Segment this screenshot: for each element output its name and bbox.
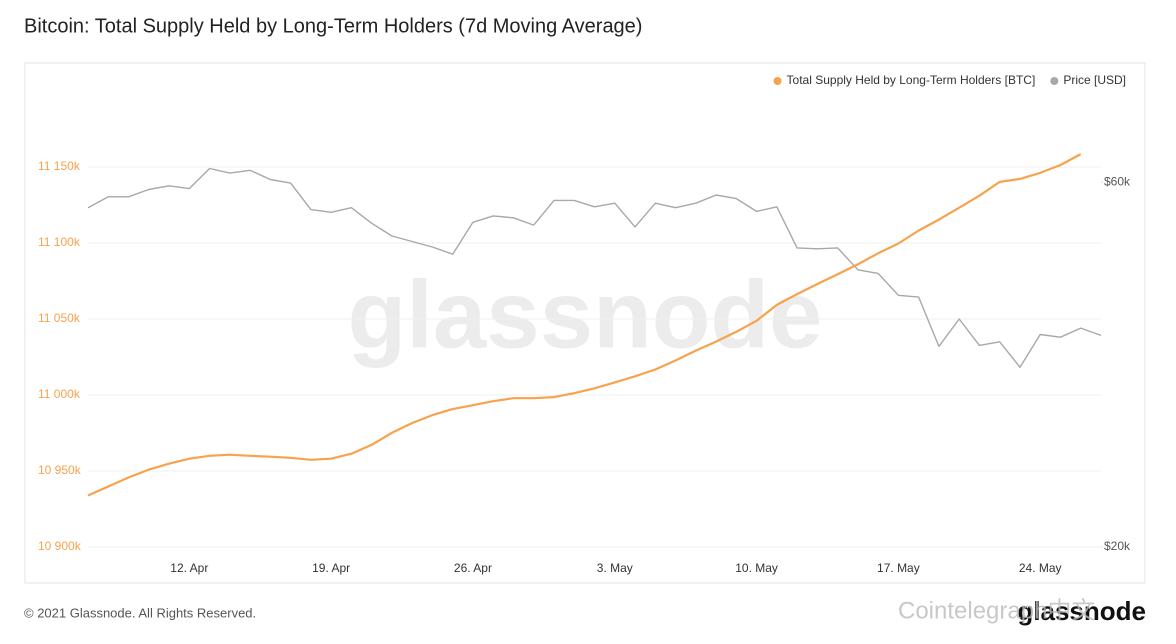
plot: 10 900k 10 950k 11 000k 11 050k 11 100k 11 15… [38, 73, 1131, 575]
footer: © 2021 Glassnode. All Rights Reserved. [24, 605, 256, 620]
x-tick-label: 17. May [877, 561, 920, 575]
y-tick-label: 11 000k [38, 387, 81, 401]
y2-tick-label: $20k [1104, 539, 1131, 553]
y-tick-label: 11 100k [38, 235, 81, 249]
logo: glassnode [1017, 596, 1146, 626]
title: Bitcoin: Total Supply Held by Long-Term … [24, 15, 642, 37]
overlay-watermark: Cointelegraph中文 [898, 597, 1095, 624]
x-tick-label: 19. Apr [312, 561, 350, 575]
series-line [87, 167, 1102, 368]
x-tick-label: 24. May [1019, 561, 1062, 575]
legend-swatch [773, 77, 782, 85]
y-tick-label: 11 050k [38, 311, 81, 325]
y2-tick-label: $60k [1104, 174, 1131, 188]
watermark: glassnode [348, 261, 823, 368]
y-tick-label: 10 950k [38, 463, 82, 477]
y-tick-label: 10 900k [38, 539, 82, 553]
x-tick-label: 26. Apr [454, 561, 492, 575]
series-line [87, 153, 1082, 497]
x-tick-label: 10. May [735, 561, 778, 575]
chart-frame [24, 62, 1146, 584]
legend-label: Price [USD] [1063, 73, 1126, 87]
y-tick-label: 11 150k [38, 159, 81, 173]
x-tick-label: 12. Apr [170, 561, 208, 575]
legend-label: Total Supply Held by Long-Term Holders [… [787, 73, 1036, 87]
legend-swatch [1050, 77, 1059, 85]
x-tick-label: 3. May [597, 561, 633, 575]
